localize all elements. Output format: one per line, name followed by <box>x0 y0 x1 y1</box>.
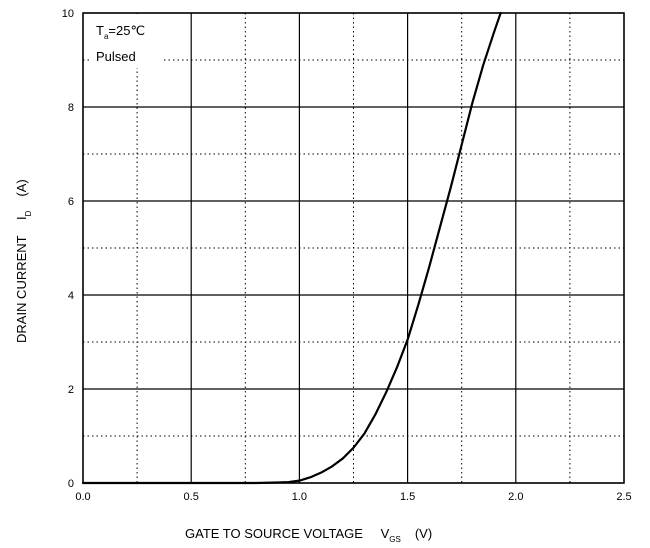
y-axis-symbol: I <box>14 216 29 220</box>
y-tick-labels: 0 2 4 6 8 10 <box>62 8 74 490</box>
plot-frame <box>82 12 625 484</box>
y-tick-label: 10 <box>62 8 74 20</box>
x-axis-label: GATE TO SOURCE VOLTAGE <box>185 526 363 541</box>
x-tick-label: 2.5 <box>616 491 631 503</box>
annotation-temp-sub: a <box>104 32 109 41</box>
x-axis-symbol: V <box>381 526 390 541</box>
y-tick-label: 2 <box>68 384 74 396</box>
x-axis-symbol-sub: GS <box>389 535 401 544</box>
annotation-temp-rest: =25℃ <box>108 23 145 38</box>
x-tick-labels: 0.0 0.5 1.0 1.5 2.0 2.5 <box>75 491 631 503</box>
y-tick-label: 8 <box>68 102 74 114</box>
y-axis-unit: (A) <box>14 179 29 196</box>
x-axis-title: GATE TO SOURCE VOLTAGE VGS (V) <box>185 526 432 544</box>
annotation-temperature: Ta=25℃ <box>96 23 145 41</box>
y-axis-label: DRAIN CURRENT <box>14 235 29 343</box>
y-tick-label: 4 <box>68 290 74 302</box>
x-tick-label: 1.5 <box>400 491 415 503</box>
x-tick-label: 1.0 <box>292 491 307 503</box>
annotation-pulsed: Pulsed <box>96 49 136 64</box>
annotation-temp-symbol: T <box>96 23 104 38</box>
annotation-background <box>90 14 162 68</box>
y-axis-title: DRAIN CURRENT ID (A) <box>14 179 33 343</box>
y-tick-label: 6 <box>68 196 74 208</box>
x-axis-unit: (V) <box>415 526 432 541</box>
y-tick-label: 0 <box>68 478 74 490</box>
series-group <box>81 11 502 485</box>
x-tick-label: 0.0 <box>75 491 90 503</box>
x-tick-label: 0.5 <box>184 491 199 503</box>
series-line <box>81 11 502 485</box>
minor-grid <box>83 13 624 483</box>
x-tick-label: 2.0 <box>508 491 523 503</box>
y-axis-symbol-sub: D <box>24 210 33 216</box>
